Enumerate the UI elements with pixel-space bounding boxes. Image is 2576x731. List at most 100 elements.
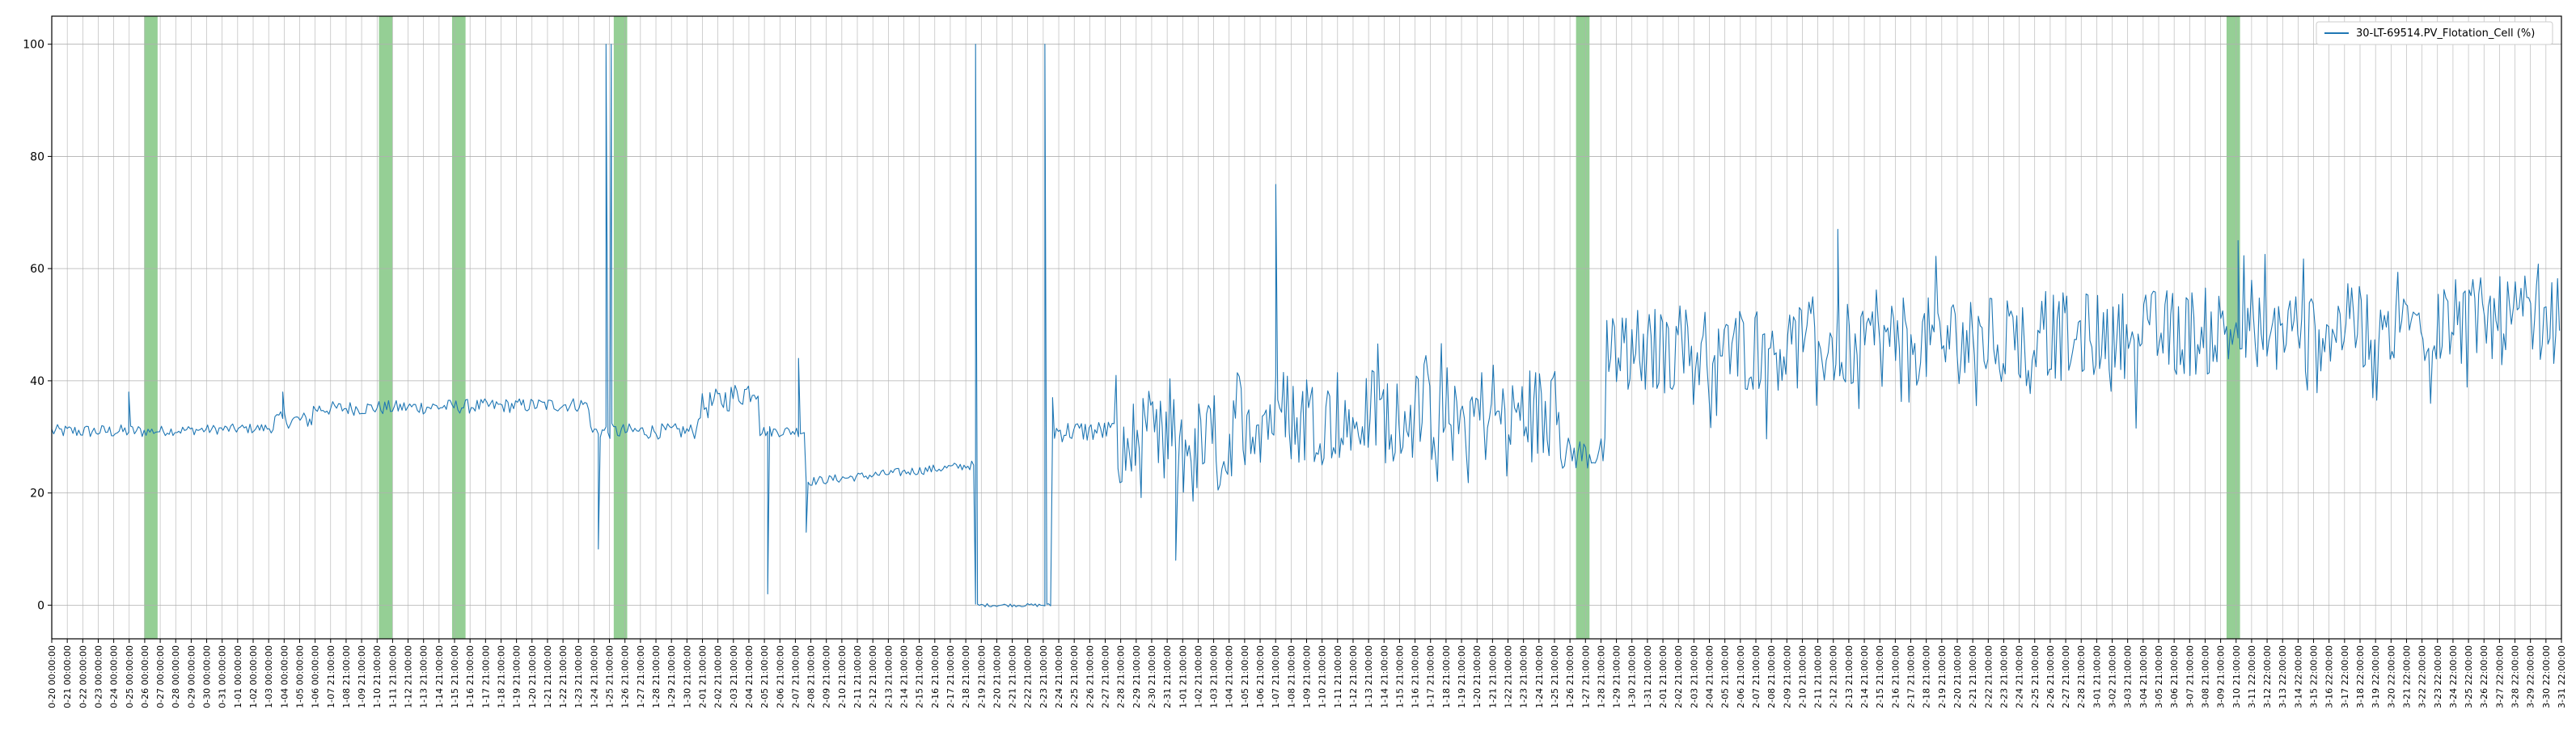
x-tick-label: 1-14 21:00:00 [434,645,445,708]
x-tick-label: 3-05 21:00:00 [2154,645,2164,708]
y-tick-label: 20 [30,488,44,501]
x-tick-label: 2-09 21:00:00 [822,645,832,708]
x-tick-label: 2-21 21:00:00 [1968,645,1978,708]
x-tick-label: 3-19 22:00:00 [2371,645,2381,708]
x-tick-label: 1-03 21:00:00 [1209,645,1220,708]
x-tick-label: 1-18 21:00:00 [496,645,506,708]
highlight-bands [144,16,2240,639]
axes [48,15,2562,643]
x-tick-label: 2-26 21:00:00 [1085,645,1095,708]
x-tick-label: 3-17 22:00:00 [2340,645,2350,708]
x-tick-label: 2-28 21:00:00 [1116,645,1127,708]
x-tick-label: 2-14 21:00:00 [1859,645,1870,708]
x-tick-label: 1-05 21:00:00 [1240,645,1250,708]
x-tick-label: 2-23 21:00:00 [1999,645,2009,708]
y-tick-label: 80 [30,150,44,163]
x-tick-label: 2-20 21:00:00 [1952,645,1963,708]
x-tick-label: 1-27 21:00:00 [1580,645,1591,708]
x-tick-label: 2-12 21:00:00 [868,645,878,708]
x-tick-label: 1-25 21:00:00 [1550,645,1560,708]
x-tick-label: 0-24 00:00:00 [109,645,120,708]
x-tick-label: 1-09 21:00:00 [1302,645,1313,708]
x-tick-label: 1-23 21:00:00 [573,645,584,708]
x-tick-label: 1-08 21:00:00 [1286,645,1296,708]
x-tick-label: 1-24 21:00:00 [589,645,599,708]
x-tick-label: 3-30 22:00:00 [2541,645,2552,708]
x-tick-label: 3-06 21:00:00 [2169,645,2180,708]
x-tick-label: 3-18 22:00:00 [2355,645,2366,708]
x-tick-label: 3-11 22:00:00 [2247,645,2257,708]
legend: 30-LT-69514.PV_Flotation_Cell (%) [2316,21,2553,45]
x-tick-label: 1-11 21:00:00 [1333,645,1343,708]
x-tick-label: 1-22 21:00:00 [1504,645,1514,708]
x-tick-label: 0-20 00:00:00 [47,645,57,708]
x-tick-label: 3-26 22:00:00 [2479,645,2489,708]
x-tick-label: 2-07 21:00:00 [790,645,801,708]
x-tick-label: 2-29 21:00:00 [1131,645,1142,708]
x-tick-label: 3-23 22:00:00 [2433,645,2443,708]
x-tick-label: 2-25 21:00:00 [2030,645,2041,708]
x-tick-label: 1-26 21:00:00 [620,645,631,708]
x-tick-label: 2-04 21:00:00 [744,645,755,708]
x-tick-label: 3-22 22:00:00 [2417,645,2428,708]
x-tick-label: 2-08 21:00:00 [1766,645,1777,708]
x-tick-label: 2-22 21:00:00 [1983,645,1994,708]
series-line [51,44,2561,607]
x-tick-label: 2-31 21:00:00 [1162,645,1173,708]
x-tick-label: 1-17 21:00:00 [1426,645,1436,708]
x-tick-label: 1-10 21:00:00 [1318,645,1328,708]
x-tick-label: 2-03 21:00:00 [729,645,739,708]
highlight-band [2226,16,2240,639]
x-tick-label: 0-29 00:00:00 [186,645,197,708]
x-tick-label: 1-15 21:00:00 [450,645,460,708]
highlight-band [451,16,466,639]
x-tick-label: 3-15 22:00:00 [2309,645,2320,708]
x-tick-label: 1-13 21:00:00 [419,645,429,708]
highlight-band [1576,16,1590,639]
x-tick-label: 1-12 21:00:00 [404,645,414,708]
x-tick-label: 2-11 21:00:00 [852,645,863,708]
x-tick-label: 2-22 21:00:00 [1023,645,1034,708]
x-tick-label: 2-07 21:00:00 [1751,645,1762,708]
x-tick-label: 1-13 21:00:00 [1364,645,1374,708]
x-tick-label: 2-25 21:00:00 [1069,645,1080,708]
x-tick-label: 2-02 21:00:00 [713,645,724,708]
grid-lines [51,16,2562,639]
x-tick-label: 2-27 21:00:00 [1100,645,1110,708]
x-tick-label: 1-16 21:00:00 [465,645,476,708]
x-tick-label: 1-11 21:00:00 [387,645,398,708]
x-tick-label: 1-30 21:00:00 [682,645,692,708]
x-tick-label: 3-03 21:00:00 [2123,645,2134,708]
plot-frame [51,15,2562,640]
legend-label: 30-LT-69514.PV_Flotation_Cell (%) [2356,27,2535,40]
x-tick-label: 2-18 21:00:00 [961,645,971,708]
highlight-band [144,16,158,639]
x-tick-label: 1-30 21:00:00 [1627,645,1638,708]
x-tick-label: 1-31 21:00:00 [1643,645,1653,708]
x-tick-label: 2-26 21:00:00 [2045,645,2056,708]
x-tick-label: 2-30 21:00:00 [1147,645,1157,708]
x-tick-label: 1-12 21:00:00 [1348,645,1359,708]
y-tick-label: 100 [23,39,44,52]
x-tick-label: 1-01 00:00:00 [233,645,243,708]
x-tick-label: 1-18 21:00:00 [1441,645,1452,708]
x-tick-label: 0-22 00:00:00 [78,645,88,708]
x-tick-label: 3-29 22:00:00 [2526,645,2536,708]
x-tick-label: 2-15 21:00:00 [915,645,925,708]
x-tick-label: 3-07 21:00:00 [2185,645,2195,708]
x-tick-label: 2-18 21:00:00 [1922,645,1932,708]
x-tick-label: 2-13 21:00:00 [883,645,894,708]
x-tick-label: 1-19 21:00:00 [1457,645,1467,708]
x-tick-label: 1-14 21:00:00 [1379,645,1390,708]
x-tick-label: 2-06 21:00:00 [1736,645,1746,708]
x-tick-label: 1-19 21:00:00 [512,645,522,708]
x-tick-label: 3-24 22:00:00 [2448,645,2459,708]
x-tick-label: 2-17 21:00:00 [945,645,956,708]
x-tick-label: 1-04 00:00:00 [279,645,290,708]
x-tick-label: 0-21 00:00:00 [62,645,73,708]
x-tick-label: 1-17 21:00:00 [480,645,491,708]
x-tick-label: 2-16 21:00:00 [1890,645,1901,708]
x-tick-label: 2-04 21:00:00 [1705,645,1715,708]
